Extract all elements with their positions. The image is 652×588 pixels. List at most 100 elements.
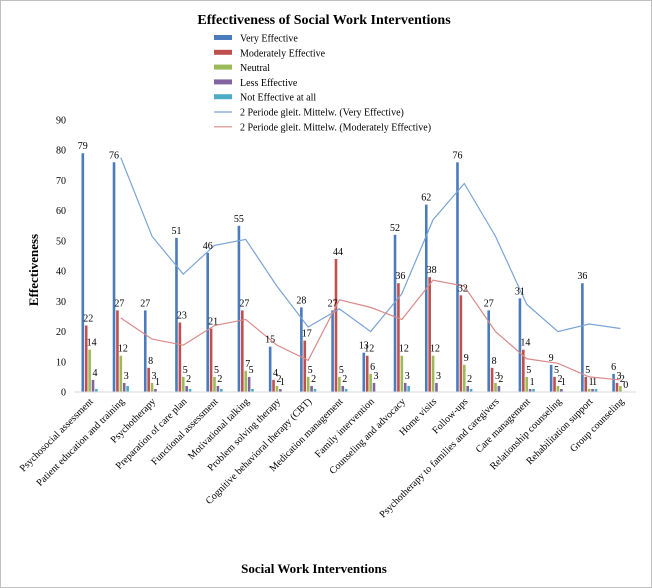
y-tick-label: 40 xyxy=(56,267,66,278)
bar xyxy=(424,204,428,392)
data-label: 5 xyxy=(183,365,188,376)
bar xyxy=(213,376,216,392)
data-label: 76 xyxy=(109,150,119,161)
legend-swatch xyxy=(214,35,232,40)
bar xyxy=(112,162,116,392)
bar xyxy=(341,385,345,392)
bar xyxy=(490,367,494,392)
bar xyxy=(81,153,85,392)
bar xyxy=(553,376,556,392)
data-label: 1 xyxy=(589,377,594,388)
y-tick-label: 0 xyxy=(61,388,66,399)
bar xyxy=(119,355,123,392)
data-label: 44 xyxy=(333,247,343,258)
bar xyxy=(400,355,404,392)
bar xyxy=(428,277,431,392)
data-label: 2 xyxy=(467,374,472,385)
data-label: 28 xyxy=(296,295,306,306)
bar xyxy=(126,385,129,392)
data-label: 9 xyxy=(464,353,469,364)
data-label: 31 xyxy=(515,286,525,297)
trend-lines xyxy=(120,157,621,381)
bar xyxy=(154,388,157,392)
data-label: 8 xyxy=(492,356,497,367)
data-label: 12 xyxy=(430,344,440,355)
bar xyxy=(619,385,622,392)
data-label: 62 xyxy=(421,193,431,204)
data-label: 27 xyxy=(140,298,150,309)
y-tick-label: 70 xyxy=(56,176,66,187)
data-label: 1 xyxy=(280,377,285,388)
y-tick-label: 30 xyxy=(56,297,66,308)
bar xyxy=(88,349,91,392)
data-label: 5 xyxy=(585,365,590,376)
bar xyxy=(362,352,366,392)
data-label: 2 xyxy=(557,374,562,385)
bar xyxy=(147,367,150,392)
data-label: 5 xyxy=(554,365,559,376)
bar xyxy=(206,252,209,392)
legend-swatch xyxy=(214,79,232,85)
chart-title: Effectiveness of Social Work Interventio… xyxy=(197,13,451,28)
data-label: 5 xyxy=(339,365,344,376)
data-label: 3 xyxy=(124,371,129,382)
data-label: 12 xyxy=(399,344,409,355)
bar xyxy=(591,388,594,392)
data-label: 4 xyxy=(93,368,98,379)
bar xyxy=(560,388,563,392)
trend-line xyxy=(120,279,621,381)
bar xyxy=(275,385,279,392)
bar xyxy=(95,388,98,392)
legend-label: Moderately Effective xyxy=(240,48,326,59)
data-label: 3 xyxy=(374,371,379,382)
bar xyxy=(469,388,473,392)
data-label: 2 xyxy=(342,374,347,385)
bar xyxy=(462,364,466,392)
data-label: 14 xyxy=(520,338,530,349)
bar xyxy=(532,388,535,392)
data-label: 2 xyxy=(498,374,503,385)
data-label: 3 xyxy=(436,371,441,382)
data-label: 2 xyxy=(311,374,316,385)
legend-swatch xyxy=(214,94,232,100)
bar xyxy=(306,376,310,392)
data-label: 2 xyxy=(276,374,281,385)
bar xyxy=(612,373,615,392)
data-label: 1 xyxy=(592,377,597,388)
bar xyxy=(549,364,553,392)
legend: Very Effective Moderately Effective Neutra… xyxy=(214,34,431,133)
data-label: 13 xyxy=(359,341,369,352)
bar xyxy=(188,388,192,392)
bar xyxy=(175,237,178,392)
data-label: 6 xyxy=(611,362,616,373)
y-tick-label: 50 xyxy=(56,236,66,247)
bar xyxy=(241,310,244,392)
bar xyxy=(431,355,435,392)
data-label: 3 xyxy=(616,371,621,382)
legend-swatch xyxy=(214,49,232,55)
bar xyxy=(487,310,490,392)
bar xyxy=(615,382,619,392)
bar xyxy=(397,283,400,392)
y-tick-label: 10 xyxy=(56,357,66,368)
bar xyxy=(313,388,317,392)
bar xyxy=(116,310,119,392)
data-label: 9 xyxy=(549,353,554,364)
data-label: 32 xyxy=(458,283,468,294)
bar xyxy=(456,162,459,392)
bar xyxy=(587,388,591,392)
legend-label: Very Effective xyxy=(240,34,298,45)
bar xyxy=(518,298,522,392)
bar xyxy=(372,382,376,392)
data-label: 38 xyxy=(427,265,437,276)
data-label: 46 xyxy=(203,241,213,252)
trend-line xyxy=(120,157,621,333)
y-tick-label: 80 xyxy=(56,146,66,157)
bar xyxy=(581,283,584,392)
bar xyxy=(594,388,598,392)
legend-label: Less Effective xyxy=(240,78,298,89)
bar xyxy=(365,355,369,392)
data-label: 1 xyxy=(530,377,535,388)
